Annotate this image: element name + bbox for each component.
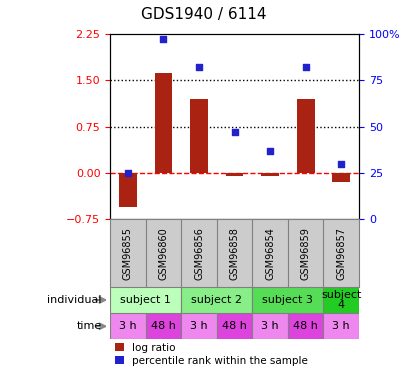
Text: GSM96855: GSM96855 xyxy=(123,226,133,280)
Bar xyxy=(226,173,244,176)
Bar xyxy=(288,313,324,339)
Bar xyxy=(146,313,181,339)
Bar xyxy=(253,287,324,313)
Point xyxy=(338,160,344,166)
Point xyxy=(267,148,273,154)
Text: individual: individual xyxy=(47,295,102,305)
Text: 3 h: 3 h xyxy=(190,321,208,331)
Text: subject 1: subject 1 xyxy=(120,295,171,305)
Text: 48 h: 48 h xyxy=(222,321,247,331)
Text: GSM96857: GSM96857 xyxy=(336,226,346,280)
Text: 3 h: 3 h xyxy=(262,321,279,331)
Bar xyxy=(110,313,146,339)
Bar xyxy=(181,287,253,313)
Bar xyxy=(217,313,253,339)
Bar xyxy=(324,287,359,313)
Bar xyxy=(333,173,350,182)
Legend: log ratio, percentile rank within the sample: log ratio, percentile rank within the sa… xyxy=(115,343,308,366)
Text: GSM96854: GSM96854 xyxy=(265,226,275,280)
Text: GSM96859: GSM96859 xyxy=(301,226,311,280)
Point xyxy=(231,129,238,135)
Text: GSM96858: GSM96858 xyxy=(230,226,239,280)
Text: 48 h: 48 h xyxy=(293,321,318,331)
Text: subject 3: subject 3 xyxy=(262,295,313,305)
Bar xyxy=(261,173,279,176)
Bar xyxy=(119,173,137,207)
Text: 3 h: 3 h xyxy=(333,321,350,331)
Text: subject
4: subject 4 xyxy=(321,290,361,310)
Point xyxy=(196,64,202,70)
Point xyxy=(160,36,167,42)
Bar xyxy=(253,313,288,339)
Bar xyxy=(155,73,172,173)
Point xyxy=(125,170,131,176)
Text: GSM96860: GSM96860 xyxy=(158,227,169,279)
Bar xyxy=(181,313,217,339)
Bar xyxy=(110,287,181,313)
Bar xyxy=(190,99,208,173)
Text: GSM96856: GSM96856 xyxy=(194,226,204,280)
Text: 48 h: 48 h xyxy=(151,321,176,331)
Text: subject 2: subject 2 xyxy=(191,295,242,305)
Text: GDS1940 / 6114: GDS1940 / 6114 xyxy=(141,8,267,22)
Bar xyxy=(297,99,315,173)
Text: 3 h: 3 h xyxy=(119,321,137,331)
Text: time: time xyxy=(77,321,102,331)
Bar xyxy=(324,313,359,339)
Point xyxy=(302,64,309,70)
